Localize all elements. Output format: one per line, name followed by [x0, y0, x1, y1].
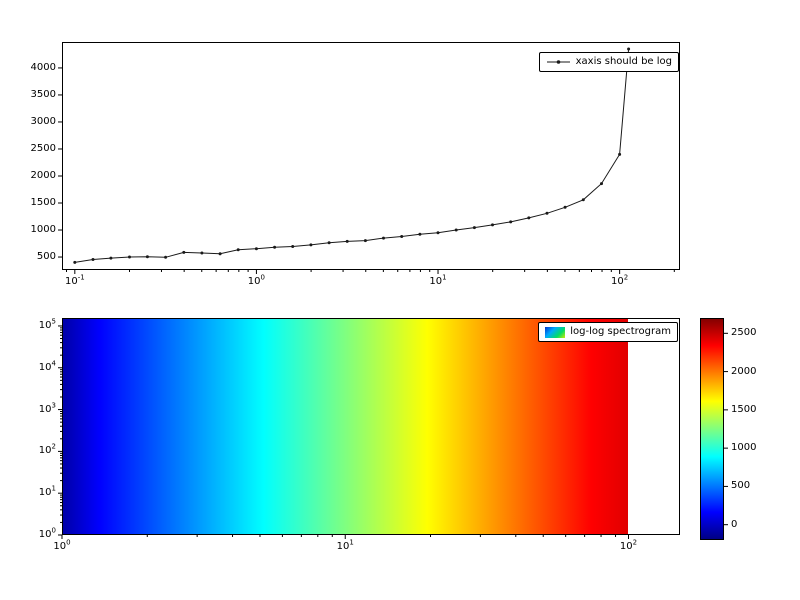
colorbar-tick-label: 500 [731, 480, 751, 492]
line-series [74, 48, 630, 263]
x-tick-label: 101 [336, 538, 354, 552]
x-tick-label: 10-1 [64, 273, 85, 287]
spectrogram-image [63, 319, 629, 534]
data-point-marker [527, 216, 531, 220]
data-point-marker [400, 235, 404, 238]
data-point-marker [91, 258, 95, 261]
colorbar-tick-label: 1000 [731, 442, 757, 454]
y-tick-label: 3500 [30, 88, 56, 100]
y-tick-label: 100 [38, 526, 56, 540]
y-tick-label: 500 [36, 251, 56, 263]
data-point-marker [581, 198, 585, 202]
x-tick-label: 101 [429, 273, 447, 287]
y-tick-label: 103 [38, 401, 56, 415]
legend-top-label: xaxis should be log [575, 56, 672, 67]
data-point-marker [291, 245, 295, 248]
colorbar-tick-label: 1500 [731, 403, 757, 415]
colorbar-tick-label: 0 [731, 518, 738, 530]
data-point-marker [491, 223, 494, 227]
y-tick-label: 104 [38, 359, 56, 373]
data-point-marker [164, 255, 168, 259]
data-point-marker [327, 241, 331, 245]
data-point-marker [73, 260, 77, 264]
y-tick-label: 1500 [30, 197, 56, 208]
x-tick-label: 100 [53, 538, 71, 552]
spectrogram-thumbnail-icon [545, 326, 566, 338]
y-tick-label: 102 [38, 443, 56, 457]
y-tick-label: 3000 [30, 115, 56, 127]
legend-top: xaxis should be log [538, 52, 679, 72]
data-point-marker [273, 245, 277, 249]
y-tick-label: 1000 [30, 224, 56, 236]
line-marker-icon [546, 60, 570, 64]
y-tick-label: 105 [38, 317, 56, 331]
data-point-marker [363, 239, 367, 243]
data-point-marker [509, 220, 513, 224]
colorbar-tick-label: 2000 [731, 365, 757, 377]
legend-bottom: log-log spectrogram [538, 322, 678, 342]
y-tick-label: 2500 [30, 142, 56, 154]
data-point-marker [472, 226, 476, 230]
x-tick-label: 100 [247, 273, 265, 287]
data-point-marker [218, 252, 222, 256]
data-point-marker [418, 232, 422, 236]
data-point-marker [309, 243, 313, 247]
axes-frame [62, 42, 680, 270]
data-point-marker [200, 251, 204, 255]
data-point-marker [600, 182, 603, 186]
x-tick-label: 102 [611, 273, 629, 287]
data-point-marker [145, 255, 149, 259]
colorbar-gradient [700, 318, 724, 540]
data-point-marker [128, 255, 131, 259]
data-point-marker [563, 205, 567, 209]
y-tick-label: 4000 [30, 61, 56, 73]
x-tick-label: 102 [619, 538, 638, 552]
data-point-marker [436, 231, 440, 235]
data-point-marker [109, 256, 113, 260]
data-point-marker [454, 228, 458, 232]
data-point-marker [345, 239, 349, 243]
legend-bottom-label: log-log spectrogram [570, 326, 671, 337]
data-point-marker [182, 250, 186, 254]
y-tick-label: 2000 [30, 169, 56, 181]
data-point-marker [627, 47, 631, 51]
data-point-marker [545, 211, 549, 215]
data-point-marker [618, 152, 622, 156]
colorbar-tick-label: 2500 [731, 327, 757, 339]
y-tick-label: 101 [38, 484, 56, 499]
data-point-marker [382, 236, 385, 240]
data-point-marker [236, 248, 240, 252]
data-point-marker [254, 247, 258, 251]
